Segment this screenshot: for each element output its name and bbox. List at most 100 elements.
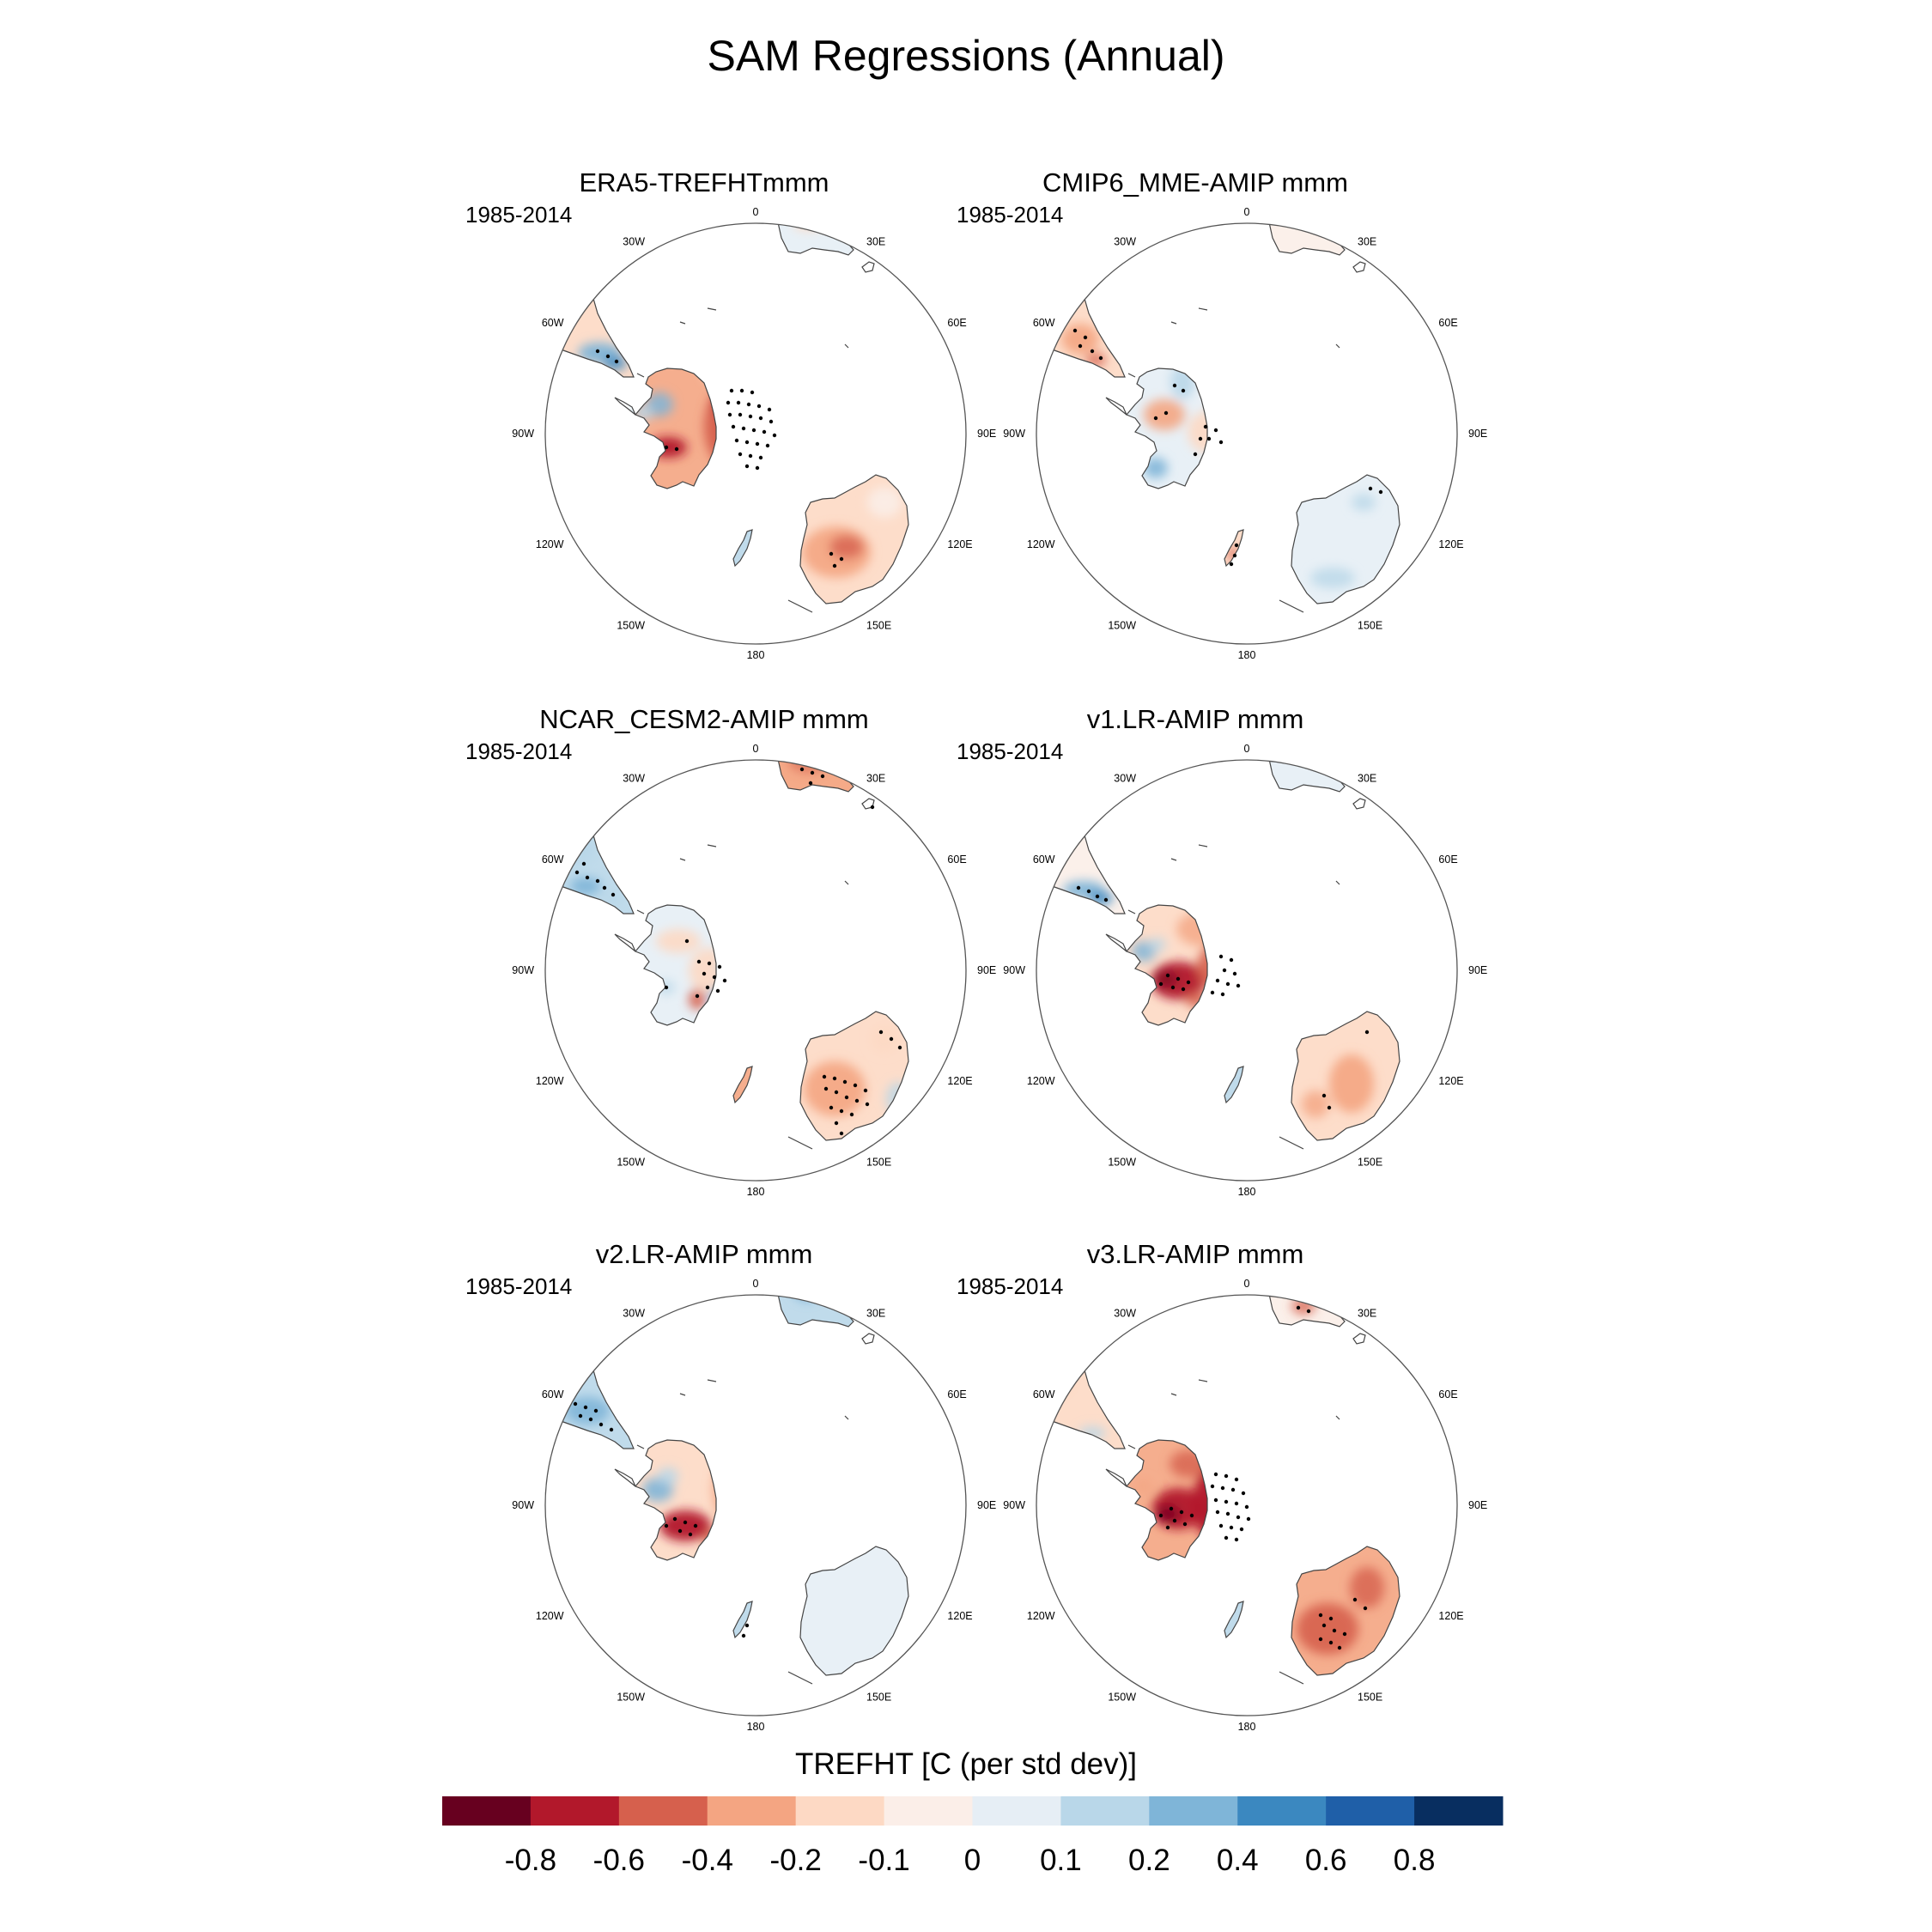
significance-stipple bbox=[1042, 1369, 1047, 1374]
anomaly-region bbox=[1352, 494, 1376, 511]
map-panel: v2.LR-AMIP mmm 1985-2014 0 30E 60E 90E 120E 150… bbox=[412, 1239, 996, 1746]
longitude-label: 60E bbox=[947, 317, 966, 329]
significance-stipple bbox=[822, 1074, 827, 1079]
longitude-label: 150W bbox=[1108, 1691, 1136, 1703]
anomaly-region bbox=[646, 392, 673, 416]
significance-stipple bbox=[727, 412, 732, 417]
colorbar: -0.8 -0.6 -0.4 -0.2 -0.1 0 0.1 0.2 0.4 0.6 0.8 bbox=[442, 1796, 1504, 1877]
coastline-africa bbox=[777, 223, 854, 256]
polar-map: 0 30E 60E 90E 120E 150E 180 150W 120W 90W 60W 30W bbox=[512, 206, 996, 661]
significance-stipple bbox=[1368, 486, 1373, 491]
coastline-peninsula bbox=[1105, 933, 1127, 952]
significance-stipple bbox=[1236, 1515, 1241, 1520]
significance-stipple bbox=[738, 452, 743, 457]
significance-stipple bbox=[1218, 954, 1224, 959]
longitude-label: 60E bbox=[947, 1388, 966, 1400]
anomaly-region bbox=[788, 760, 829, 773]
significance-stipple bbox=[1210, 1484, 1215, 1489]
panel-title: NCAR_CESM2-AMIP mmm bbox=[539, 704, 869, 734]
longitude-label: 60E bbox=[1438, 854, 1457, 866]
significance-stipple bbox=[1198, 436, 1203, 441]
longitude-label: 90W bbox=[512, 1499, 534, 1511]
significance-stipple bbox=[739, 388, 744, 393]
coastline-madagascar bbox=[1352, 798, 1366, 810]
anomaly-region bbox=[1302, 223, 1322, 224]
significance-stipple bbox=[731, 424, 736, 429]
colorbar-tick-label: -0.4 bbox=[682, 1844, 733, 1877]
significance-stipple bbox=[1224, 1499, 1229, 1504]
significance-stipple bbox=[611, 892, 616, 897]
significance-stipple bbox=[1186, 980, 1191, 985]
anomaly-region bbox=[829, 535, 864, 559]
coastline-australia bbox=[799, 1546, 909, 1676]
significance-stipple bbox=[1321, 1093, 1327, 1098]
significance-stipple bbox=[1229, 1525, 1234, 1530]
significance-stipple bbox=[1364, 1030, 1370, 1035]
longitude-label: 180 bbox=[1238, 1186, 1256, 1198]
anomaly-region bbox=[1310, 568, 1355, 588]
significance-stipple bbox=[1163, 410, 1169, 416]
coastline-madagascar bbox=[1352, 261, 1366, 273]
significance-stipple bbox=[748, 414, 753, 419]
significance-stipple bbox=[1363, 1606, 1368, 1611]
longitude-label: 120E bbox=[947, 1610, 972, 1622]
panel-title: v3.LR-AMIP mmm bbox=[1086, 1239, 1304, 1269]
colorbar-tick-label: -0.1 bbox=[858, 1844, 909, 1877]
significance-stipple bbox=[839, 556, 844, 562]
significance-stipple bbox=[1229, 957, 1234, 963]
longitude-label: 30W bbox=[623, 773, 645, 785]
significance-stipple bbox=[712, 975, 717, 980]
significance-stipple bbox=[683, 1520, 688, 1525]
map-panel: v1.LR-AMIP mmm 1985-2014 0 30E 60E 90E 120E 150… bbox=[903, 704, 1487, 1211]
anomaly-region bbox=[1302, 1091, 1329, 1118]
significance-stipple bbox=[1244, 1504, 1249, 1510]
significance-stipple bbox=[755, 465, 760, 471]
significance-stipple bbox=[605, 354, 611, 359]
land-fill-nzealand bbox=[733, 1601, 752, 1637]
significance-stipple bbox=[1153, 416, 1158, 421]
longitude-label: 30E bbox=[1358, 236, 1376, 248]
anomaly-region bbox=[804, 1061, 866, 1116]
significance-stipple bbox=[1215, 978, 1220, 983]
significance-stipple bbox=[767, 407, 772, 412]
significance-stipple bbox=[751, 428, 756, 433]
coastline-antarctica bbox=[1126, 904, 1208, 1026]
colorbar-tick-label: 0.8 bbox=[1394, 1844, 1436, 1877]
significance-stipple bbox=[726, 400, 731, 405]
significance-stipple bbox=[889, 1036, 894, 1042]
significance-stipple bbox=[614, 359, 619, 364]
significance-stipple bbox=[1218, 1523, 1224, 1528]
significance-stipple bbox=[820, 774, 825, 779]
significance-stipple bbox=[1327, 1105, 1332, 1110]
significance-stipple bbox=[1193, 452, 1198, 457]
significance-stipple bbox=[844, 1095, 849, 1100]
significance-stipple bbox=[595, 878, 600, 884]
longitude-label: 150E bbox=[866, 619, 891, 631]
colorbar-tick-label: 0.2 bbox=[1128, 1844, 1170, 1877]
significance-stipple bbox=[672, 1516, 677, 1522]
land-fill-australia bbox=[800, 1546, 908, 1675]
coastline-madagascar bbox=[1352, 1333, 1366, 1345]
significance-stipple bbox=[799, 767, 805, 772]
significance-stipple bbox=[1225, 981, 1230, 987]
panel-period: 1985-2014 bbox=[957, 202, 1064, 228]
longitude-label: 120W bbox=[1027, 1610, 1055, 1622]
colorbar-swatch bbox=[530, 1796, 620, 1826]
significance-stipple bbox=[1222, 968, 1227, 973]
land-fill-nzealand bbox=[1224, 1601, 1243, 1637]
significance-stipple bbox=[707, 961, 712, 966]
panel-period: 1985-2014 bbox=[465, 738, 573, 764]
anomaly-region bbox=[1350, 1567, 1384, 1608]
significance-stipple bbox=[839, 1109, 844, 1114]
significance-stipple bbox=[1090, 349, 1095, 354]
anomaly-region bbox=[793, 223, 824, 231]
anomaly-region bbox=[550, 1359, 577, 1380]
longitude-label: 0 bbox=[1244, 743, 1250, 755]
longitude-label: 0 bbox=[753, 743, 759, 755]
coastline-nzealand bbox=[732, 1601, 753, 1639]
anomaly-region bbox=[1135, 1479, 1152, 1493]
significance-stipple bbox=[573, 1401, 578, 1406]
anomaly-region bbox=[601, 891, 622, 905]
significance-stipple bbox=[1181, 388, 1186, 393]
longitude-label: 120E bbox=[947, 1075, 972, 1087]
